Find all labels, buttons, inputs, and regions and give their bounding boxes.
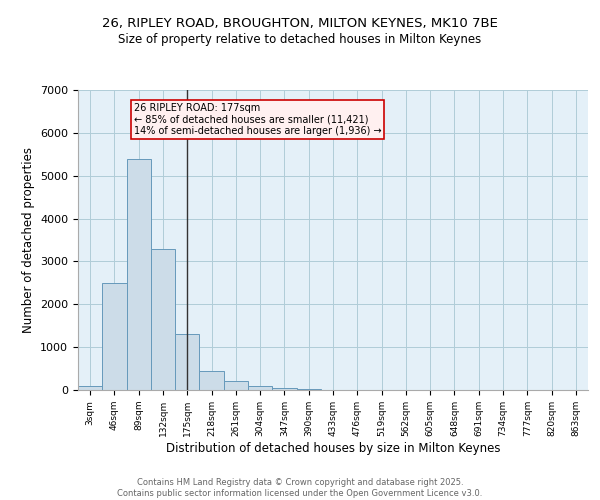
Text: 26 RIPLEY ROAD: 177sqm
← 85% of detached houses are smaller (11,421)
14% of semi: 26 RIPLEY ROAD: 177sqm ← 85% of detached… — [134, 103, 382, 136]
Bar — [78, 386, 102, 390]
Bar — [175, 334, 199, 390]
Text: Size of property relative to detached houses in Milton Keynes: Size of property relative to detached ho… — [118, 32, 482, 46]
Bar — [224, 382, 248, 390]
X-axis label: Distribution of detached houses by size in Milton Keynes: Distribution of detached houses by size … — [166, 442, 500, 454]
Y-axis label: Number of detached properties: Number of detached properties — [22, 147, 35, 333]
Bar — [151, 248, 175, 390]
Bar — [296, 389, 321, 390]
Bar — [248, 386, 272, 390]
Bar — [127, 158, 151, 390]
Bar — [199, 370, 224, 390]
Text: 26, RIPLEY ROAD, BROUGHTON, MILTON KEYNES, MK10 7BE: 26, RIPLEY ROAD, BROUGHTON, MILTON KEYNE… — [102, 18, 498, 30]
Bar — [102, 283, 127, 390]
Text: Contains HM Land Registry data © Crown copyright and database right 2025.
Contai: Contains HM Land Registry data © Crown c… — [118, 478, 482, 498]
Bar — [272, 388, 296, 390]
